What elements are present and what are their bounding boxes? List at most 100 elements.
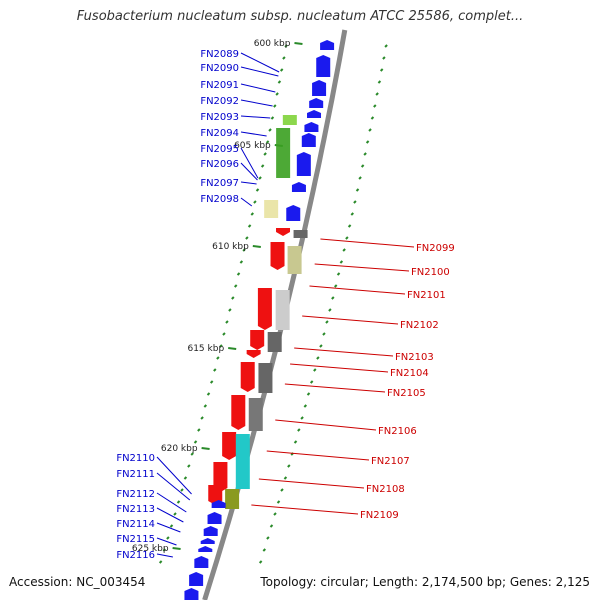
track-tick [245, 236, 249, 240]
track-tick [287, 464, 291, 468]
track-tick [183, 476, 188, 480]
context-block [258, 363, 273, 393]
context-block [235, 434, 250, 489]
track-tick [258, 560, 263, 564]
gene-connector [251, 504, 359, 515]
forward-gene-block [301, 133, 316, 147]
track-tick [368, 128, 372, 132]
forward-gene-block [296, 152, 311, 176]
track-tick [263, 152, 267, 156]
forward-gene-block [312, 80, 327, 96]
track-tick [193, 440, 198, 444]
kbp-tick [172, 547, 181, 550]
gene-label-fn2090: FN2090 [200, 63, 239, 74]
track-tick [360, 164, 365, 168]
forward-gene-block [211, 500, 226, 508]
context-block [282, 115, 297, 125]
accession-label: Accession: NC_003454 [9, 575, 146, 589]
track-tick [169, 524, 174, 528]
gene-connector [240, 147, 259, 179]
track-tick [180, 488, 184, 492]
reverse-gene-block [240, 362, 255, 392]
track-tick [303, 404, 308, 408]
gene-connector [258, 478, 365, 489]
genome-summary: Topology: circular; Length: 2,174,500 bp… [260, 575, 590, 589]
gene-connector [156, 537, 177, 546]
gene-label-fn2093: FN2093 [200, 112, 239, 123]
gene-label-fn2099: FN2099 [416, 243, 455, 254]
track-tick [265, 140, 270, 144]
forward-gene-block [309, 98, 324, 108]
kbp-label: 620 kbp [161, 444, 198, 454]
track-tick [213, 368, 217, 372]
gene-label-fn2092: FN2092 [200, 96, 239, 107]
context-block [225, 489, 240, 509]
reverse-gene-block [250, 330, 265, 350]
track-tick [270, 116, 275, 120]
track-tick [316, 356, 320, 360]
gene-label-fn2109: FN2109 [360, 510, 399, 521]
forward-gene-block [194, 556, 209, 568]
gene-label-fn2091: FN2091 [200, 80, 239, 91]
gene-label-fn2110: FN2110 [116, 453, 155, 464]
gene-connector [275, 419, 377, 431]
track-tick [325, 320, 329, 324]
track-tick [345, 236, 349, 240]
gene-label-fn2113: FN2113 [116, 504, 155, 515]
kbp-label: 600 kbp [254, 39, 291, 49]
track-tick [377, 80, 382, 84]
gene-label-fn2100: FN2100 [411, 267, 450, 278]
kbp-tick [228, 347, 237, 350]
gene-label-fn2116: FN2116 [116, 550, 155, 561]
track-tick [187, 464, 191, 468]
gene-label-fn2107: FN2107 [371, 456, 410, 467]
context-block [293, 230, 308, 238]
track-tick [319, 344, 323, 348]
reverse-gene-block [213, 462, 228, 492]
track-tick [282, 56, 286, 60]
track-tick [231, 296, 235, 300]
track-tick [373, 104, 377, 108]
track-tick [322, 332, 326, 336]
track-tick [331, 296, 335, 300]
kbp-tick [294, 42, 303, 45]
track-tick [200, 416, 204, 420]
track-tick [203, 404, 208, 408]
forward-gene-block [320, 40, 335, 50]
track-tick [375, 92, 379, 96]
track-tick [347, 224, 352, 228]
track-tick [228, 308, 232, 312]
track-tick [219, 344, 223, 348]
track-tick [225, 320, 229, 324]
gene-label-fn2112: FN2112 [116, 489, 155, 500]
kbp-label: 610 kbp [212, 242, 249, 252]
track-tick [222, 332, 226, 336]
gene-connector [320, 238, 415, 248]
track-tick [306, 392, 311, 396]
track-tick [158, 560, 163, 564]
track-tick [197, 428, 201, 432]
gene-label-fn2094: FN2094 [200, 128, 239, 139]
gene-connector [284, 383, 386, 393]
gene-label-fn2101: FN2101 [407, 290, 446, 301]
kbp-tick [252, 245, 261, 248]
map-title: Fusobacterium nucleatum subsp. nucleatum… [76, 9, 524, 24]
gene-connector [240, 66, 279, 77]
forward-gene-block [184, 588, 199, 600]
track-tick [350, 212, 354, 216]
gene-connector [240, 131, 267, 137]
track-tick [276, 500, 281, 504]
track-tick [293, 440, 298, 444]
gene-connector [156, 472, 191, 501]
track-tick [268, 128, 272, 132]
gene-label-fn2102: FN2102 [400, 320, 439, 331]
track-tick [339, 260, 344, 264]
gene-connector [156, 492, 187, 513]
gene-label-fn2106: FN2106 [378, 426, 417, 437]
track-tick [206, 392, 211, 396]
track-tick [313, 368, 317, 372]
gene-connector [290, 363, 389, 373]
track-tick [209, 380, 214, 384]
track-tick [176, 500, 181, 504]
